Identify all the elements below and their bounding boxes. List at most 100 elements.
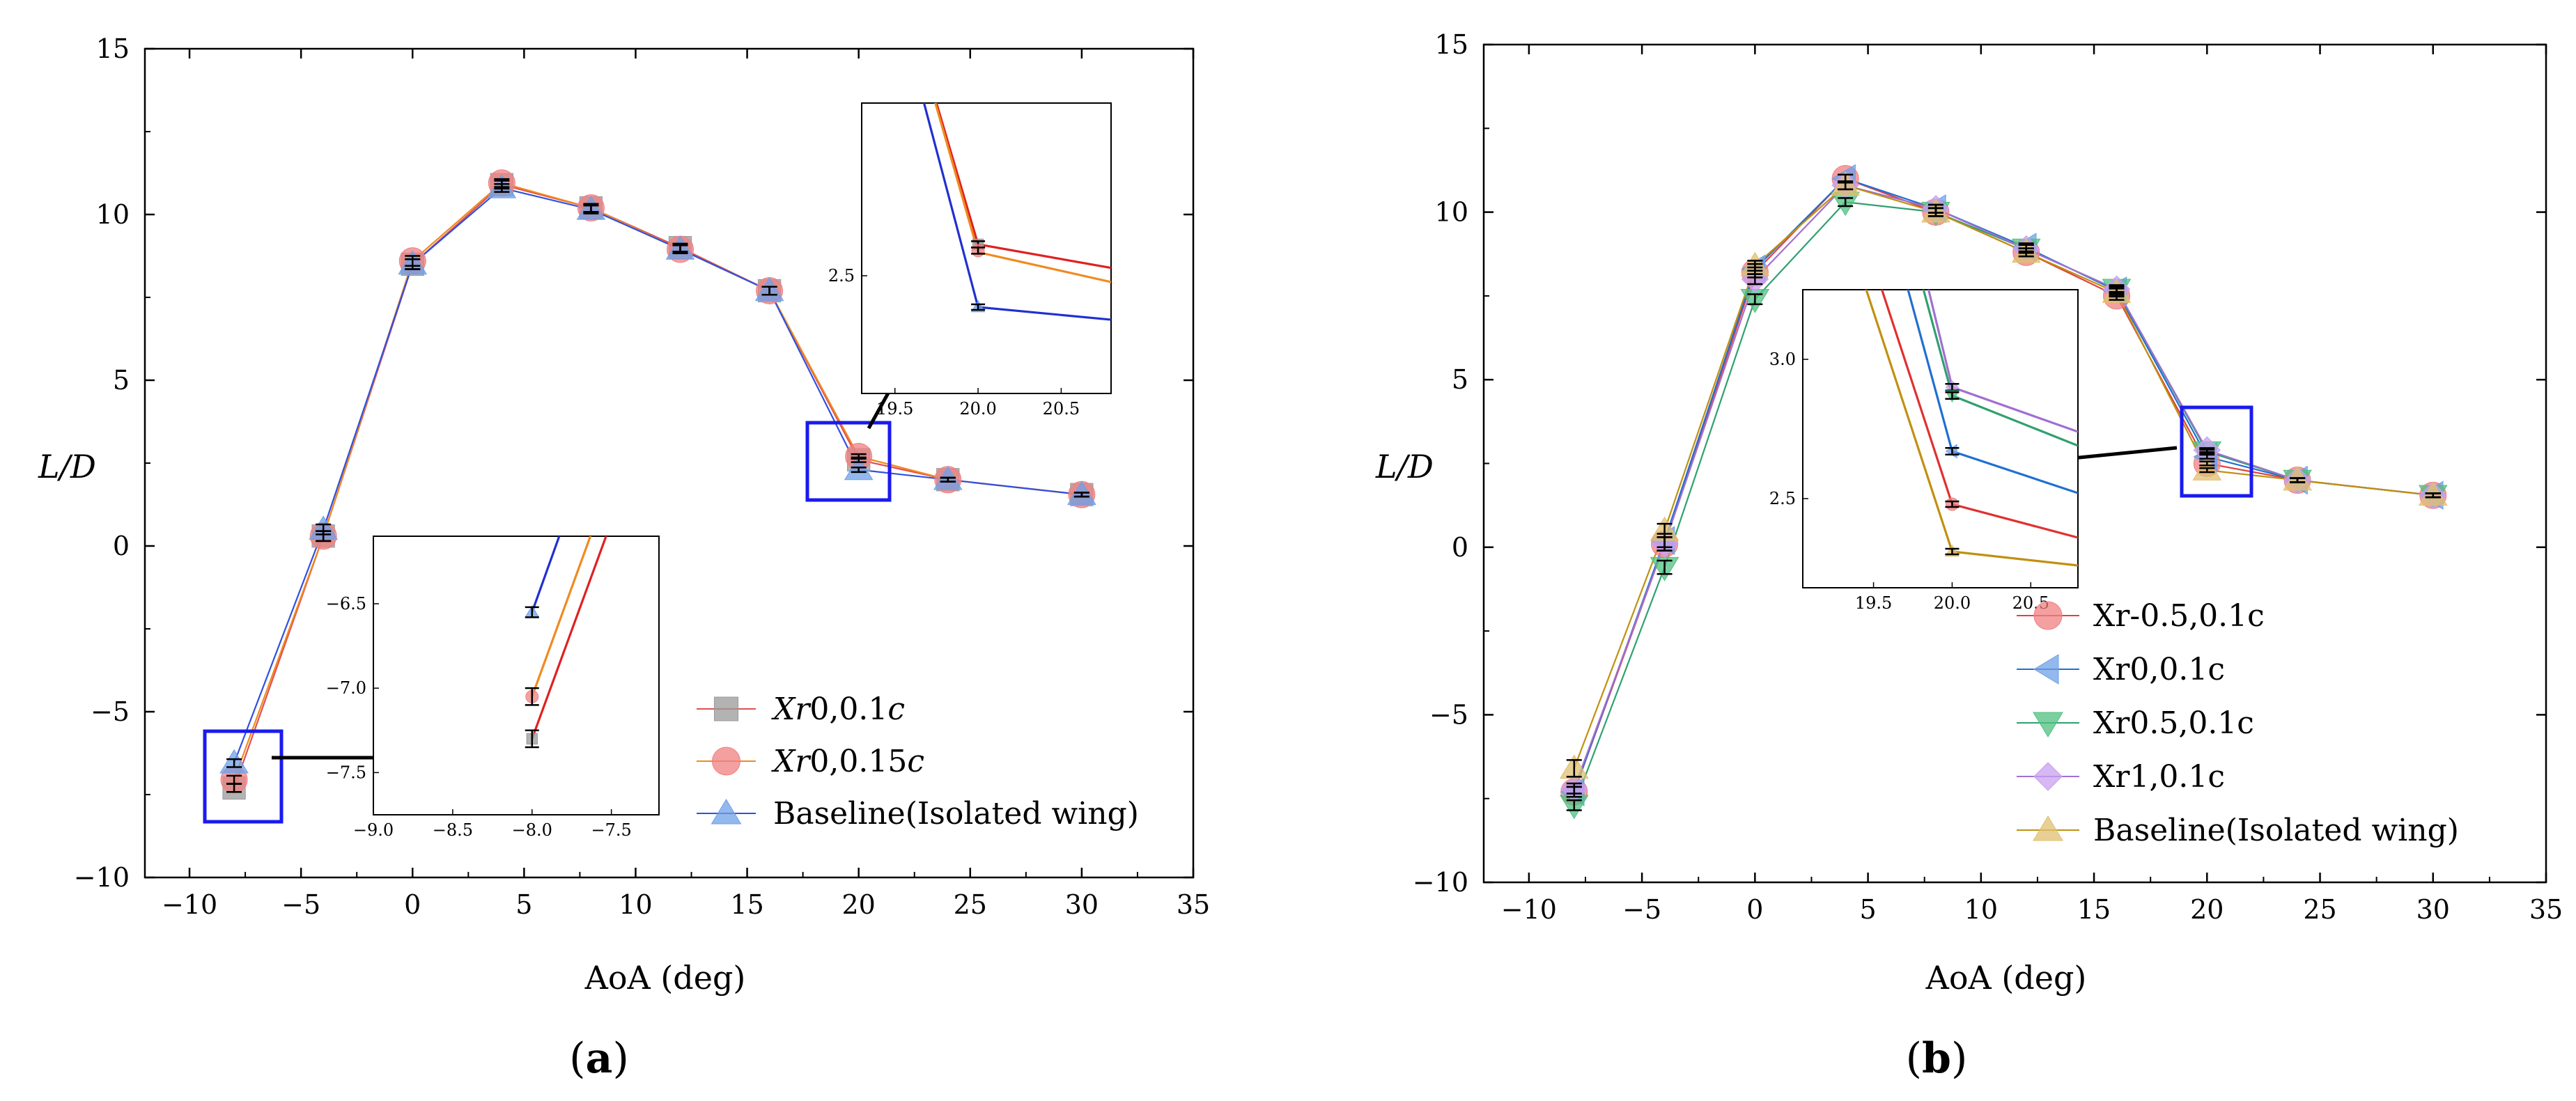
panel-a-legend-marker-0 [714, 696, 738, 721]
panel-b-label-open: ( [1906, 1034, 1922, 1083]
panel-a-inset-a-lower-xtick-label-0: −9.0 [353, 820, 394, 840]
panel-a-xtick-label-4: 10 [619, 889, 652, 920]
panel-b-xtick-label-3: 5 [1860, 894, 1877, 925]
panel-a-legend-label-1-main: Xr [771, 744, 812, 779]
panel-a-inset-a-lower-line-2 [531, 536, 561, 613]
panel-a-inset-a-lower-xtick-label-2: −8.0 [512, 820, 552, 840]
panel-a-xtick-label-3: 5 [515, 889, 532, 920]
panel-a-inset-a-lower-xtick-label-3: −7.5 [591, 820, 632, 840]
panel-a-ytick-label-4: 10 [96, 199, 130, 230]
panel-a-inset-a-lower-xtick-label-1: −8.5 [433, 820, 473, 840]
panel-b-inset-b: 19.5 20.0 20.53.02.5 [1769, 289, 2079, 613]
panel-a-legend-label-1: Xr0,0.15c [771, 744, 924, 779]
panel-a-xtick-label-2: 0 [404, 889, 421, 920]
panel-a-inset-a-lower-line-1 [531, 536, 592, 697]
panel-a-xtick-label-6: 20 [842, 889, 876, 920]
panel-a-ytick-label-5: 15 [96, 33, 130, 64]
panel-a-label-letter: a [586, 1034, 613, 1083]
panel-b-x-axis-label: AoA (deg) [1925, 959, 2087, 997]
panel-a-zoom-box-0 [805, 421, 892, 502]
panel-a-xtick-label-9: 35 [1177, 889, 1210, 920]
panel-b-inset-b-xtick-label-1: 20.0 [1934, 593, 1971, 613]
panel-a-legend-label-0-main: Xr [771, 692, 812, 727]
panel-a-ytick-label-2: 0 [113, 531, 130, 561]
panel-b-xtick-label-8: 30 [2416, 894, 2450, 925]
panel-a-xtick-label-1: −5 [281, 889, 320, 920]
panel-a-legend-label-0-num: 0,0.1 [809, 692, 887, 727]
panel-a-series-2-line [233, 187, 1083, 764]
panel-a-xtick-label-0: −10 [162, 889, 217, 920]
panel-b-legend-marker-0 [2033, 601, 2063, 630]
panel-a-inset-a-lower-ytick-label-0: −6.5 [326, 594, 366, 614]
panel-a-legend-marker-2 [711, 799, 742, 825]
panel-b-xtick-label-9: 35 [2529, 894, 2563, 925]
panel-b-xtick-label-0: −10 [1501, 894, 1557, 925]
panel-a-inset-a-upper-frame [861, 102, 1112, 394]
panel-b-legend-label-1: Xr0,0.1c [2093, 652, 2225, 687]
panel-b-inset-b-xtick-label-0: 19.5 [1855, 593, 1892, 613]
panel-b-legend-marker-2 [2033, 712, 2063, 737]
panel-b-ytick-label-3: 5 [1452, 364, 1468, 395]
panel-a-inset-a-lower-ytick-label-2: −7.5 [326, 763, 366, 782]
panel-a-ytick-label-1: −5 [91, 696, 130, 727]
panel-a-xtick-label-8: 30 [1065, 889, 1099, 920]
panel-a-legend-label-2: Baseline(Isolated wing) [773, 796, 1139, 831]
panel-b-label: (b) [1906, 1034, 1968, 1083]
panel-a-inset-a-upper-xtick-label-0: 19.5 [876, 399, 913, 419]
panel-b-label-letter: b [1922, 1034, 1951, 1083]
panel-a-xtick-label-7: 25 [954, 889, 987, 920]
panel-b-legend: Xr-0.5,0.1c Xr0,0.1c Xr0.5,0.1c Xr1,0.1c Bas… [2017, 598, 2459, 848]
panel-a-xtick-label-5: 15 [730, 889, 763, 920]
panel-a-inset-a-upper-ytick-label-0: 2.5 [828, 266, 855, 286]
panel-b-legend-label-4: Baseline(Isolated wing) [2093, 813, 2459, 848]
panel-b-legend-marker-1 [2033, 654, 2059, 685]
panel-a-label: (a) [569, 1034, 629, 1083]
panel-b-legend-label-3: Xr1,0.1c [2093, 759, 2225, 795]
panel-a-legend-marker-1 [712, 747, 740, 776]
panel-b-xtick-label-6: 20 [2190, 894, 2224, 925]
panel-b-inset-b-ytick-label-0: 3.0 [1769, 350, 1796, 369]
panel-b-xtick-label-2: 0 [1746, 894, 1763, 925]
panel-b-y-axis-label: L/D [1375, 448, 1434, 485]
panel-b-legend-marker-3 [2033, 762, 2063, 791]
panel-a-label-close: ) [612, 1034, 628, 1083]
panel-a-ytick-label-3: 5 [113, 365, 130, 396]
panel-a-inset-a-lower: −9.0 −8.5 −8.0 −7.5 −6.5 −7.0 −7.5 [326, 536, 660, 840]
panel-a-legend-label-1-tail: c [907, 744, 924, 779]
panel-a-legend-label-0: Xr0,0.1c [771, 692, 905, 727]
panel-b-zoom-box-0 [2180, 405, 2253, 498]
panel-b-ytick-label-2: 0 [1452, 532, 1468, 563]
panel-b-legend-label-0: Xr-0.5,0.1c [2093, 598, 2265, 634]
panel-b-inset-b-plot-area [1865, 290, 2078, 567]
panel-a-inset-a-upper-xtick-label-1: 20.0 [959, 399, 996, 419]
panel-a-legend-label-0-tail: c [887, 692, 905, 727]
panel-a-legend-label-1-num: 0,0.15 [809, 744, 907, 779]
panel-b-legend-label-2: Xr0.5,0.1c [2093, 705, 2254, 741]
panel-a-y-axis-label: L/D [38, 448, 96, 485]
panel-a: −10 −5 0 5 10 15 20 25 30 35 −10 −5 0 5 10 15 19.5 20.0 20… [38, 33, 1210, 1083]
panel-b-xtick-label-7: 25 [2303, 894, 2336, 925]
panel-a-inset-a-lower-frame [373, 536, 660, 815]
panel-a-inset-a-lower-plot-area [525, 536, 607, 749]
panel-a-inset-a-upper-plot-area [922, 103, 1111, 321]
panel-b-inset-b-ytick-label-1: 2.5 [1769, 489, 1796, 508]
panel-b-ytick-label-5: 15 [1435, 29, 1468, 60]
panel-b-legend-marker-4 [2033, 815, 2063, 841]
panel-a-inset-a-lower-line-0 [531, 536, 607, 740]
panel-a-inset-a-upper: 19.5 20.0 20.5 2.5 [828, 102, 1112, 419]
panel-b-label-close: ) [1951, 1034, 1967, 1083]
panel-a-ytick-label-0: −10 [74, 862, 130, 893]
panel-a-inset-a-upper-xtick-label-2: 20.5 [1043, 399, 1080, 419]
panel-a-inset-a-lower-ytick-label-1: −7.0 [326, 678, 366, 698]
panel-a-x-axis-label: AoA (deg) [584, 959, 746, 997]
panel-b-ytick-label-4: 10 [1435, 197, 1468, 228]
panel-a-zoom-box-1 [203, 729, 284, 824]
panel-a-label-open: ( [569, 1034, 585, 1083]
panel-b-xtick-label-5: 15 [2077, 894, 2111, 925]
panel-b-ytick-label-0: −10 [1413, 867, 1468, 898]
panel-b-xtick-label-1: −5 [1622, 894, 1661, 925]
panel-b-xtick-label-4: 10 [1964, 894, 1998, 925]
